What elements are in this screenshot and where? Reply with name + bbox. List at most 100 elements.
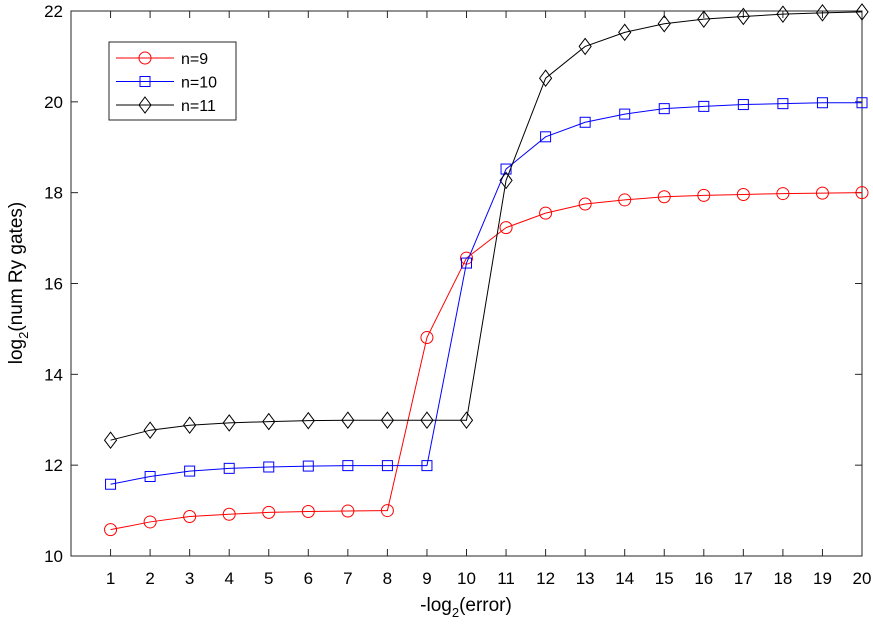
- data-point: [538, 69, 553, 88]
- data-point: [342, 460, 354, 472]
- legend-label: n=10: [181, 75, 217, 92]
- x-tick-label: 19: [813, 569, 832, 588]
- legend-marker: [138, 96, 152, 114]
- x-tick-label: 16: [694, 569, 713, 588]
- x-tick-label: 2: [145, 569, 154, 588]
- data-point: [420, 411, 434, 430]
- data-point: [223, 462, 235, 474]
- x-tick-label: 7: [343, 569, 352, 588]
- data-point: [105, 478, 117, 490]
- data-point: [776, 5, 790, 24]
- data-point: [143, 515, 157, 529]
- data-point: [301, 411, 315, 430]
- data-point: [578, 197, 592, 211]
- data-point: [341, 411, 355, 430]
- x-axis-ticks: 1 2 3 4 5 6 7 8 9 10 11 12 13 14 15 16 17 18 19 20: [106, 11, 872, 588]
- data-point: [262, 505, 276, 519]
- data-point: [698, 100, 710, 112]
- data-point: [381, 460, 393, 472]
- y-tick-label: 14: [44, 365, 63, 384]
- y-tick-label: 12: [44, 456, 63, 475]
- data-point: [302, 460, 314, 472]
- y-axis-ticks: 10 12 14 16 18 20 22: [44, 2, 862, 566]
- data-point: [183, 509, 197, 523]
- data-point: [855, 3, 869, 21]
- series-line: [110, 192, 863, 531]
- legend: n=9 n=10 n=11: [108, 41, 237, 121]
- data-point: [459, 411, 474, 430]
- y-tick-label: 10: [44, 547, 63, 566]
- data-point: [815, 186, 829, 200]
- data-point: [222, 507, 236, 521]
- data-point: [697, 10, 711, 29]
- data-point: [499, 221, 513, 235]
- data-point: [499, 171, 513, 190]
- data-point: [579, 116, 591, 128]
- x-tick-label: 8: [383, 569, 392, 588]
- x-tick-label: 3: [185, 569, 194, 588]
- data-point: [736, 187, 750, 201]
- data-point: [697, 188, 711, 202]
- y-tick-label: 16: [44, 275, 63, 294]
- data-point: [144, 471, 156, 483]
- data-point: [143, 421, 157, 440]
- x-tick-label: 10: [457, 569, 476, 588]
- y-tick-label: 20: [44, 93, 63, 112]
- data-point: [737, 99, 749, 111]
- data-point: [618, 23, 632, 42]
- x-tick-label: 20: [853, 569, 872, 588]
- x-tick-label: 4: [224, 569, 233, 588]
- data-point: [184, 465, 196, 477]
- series-2: [105, 97, 868, 490]
- data-point: [380, 504, 394, 518]
- series-1: [104, 186, 869, 537]
- y-tick-label: 22: [44, 2, 63, 21]
- data-point: [263, 461, 275, 473]
- data-point: [815, 3, 830, 22]
- y-axis-label: log2(num Ry gates): [6, 202, 31, 364]
- series-line: [110, 102, 862, 485]
- data-point: [539, 206, 553, 220]
- x-tick-label: 5: [264, 569, 273, 588]
- data-point: [855, 186, 869, 200]
- data-point: [341, 504, 355, 518]
- data-point: [658, 103, 670, 115]
- data-point: [183, 416, 197, 435]
- legend-marker: [139, 76, 151, 87]
- data-point: [657, 14, 671, 33]
- data-point: [421, 460, 433, 472]
- x-tick-label: 17: [734, 569, 753, 588]
- data-point: [578, 37, 592, 56]
- x-tick-label: 12: [536, 569, 555, 588]
- data-point: [461, 257, 472, 269]
- data-point: [500, 163, 512, 175]
- data-point: [262, 412, 276, 431]
- x-tick-label: 13: [576, 569, 595, 588]
- x-tick-label: 9: [422, 569, 431, 588]
- legend-marker: [138, 51, 152, 65]
- data-point: [856, 97, 868, 109]
- x-tick-label: 14: [615, 569, 634, 588]
- legend-label: n=9: [181, 51, 208, 68]
- legend-label: n=11: [181, 98, 216, 115]
- data-point: [736, 7, 750, 26]
- x-tick-label: 11: [497, 569, 515, 588]
- data-point: [618, 193, 632, 207]
- data-point: [103, 431, 118, 450]
- data-point: [777, 98, 789, 110]
- data-point: [619, 108, 631, 120]
- data-point: [540, 131, 552, 143]
- y-tick-label: 18: [44, 184, 63, 203]
- x-tick-label: 18: [773, 569, 792, 588]
- data-point: [222, 414, 236, 432]
- data-point: [301, 504, 315, 518]
- data-point: [380, 411, 395, 430]
- series-3: [103, 3, 869, 450]
- series-line: [110, 11, 863, 441]
- x-axis-label: -log2(error): [420, 595, 512, 620]
- x-tick-label: 6: [304, 569, 313, 588]
- data-point: [657, 190, 671, 204]
- data-point: [420, 331, 434, 345]
- data-point: [776, 187, 790, 201]
